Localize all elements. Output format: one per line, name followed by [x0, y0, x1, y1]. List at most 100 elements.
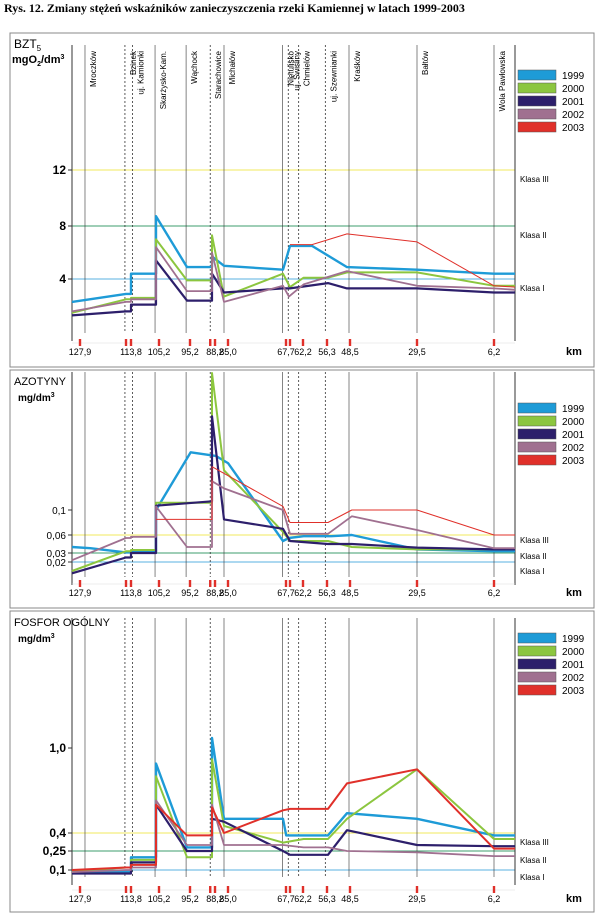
x-tick-mark	[301, 886, 305, 893]
legend-swatch	[517, 645, 557, 657]
y-axis-label: mg/dm3	[18, 633, 55, 645]
series-line-2003	[290, 233, 516, 288]
panel-frame	[9, 610, 595, 913]
station-label: uj. Szewnianki	[329, 51, 338, 102]
x-tick-label: 56,3	[318, 588, 336, 598]
x-tick-label: 67,7	[277, 347, 295, 357]
station-label: Starachowice	[214, 50, 223, 99]
x-tick-mark	[415, 886, 419, 893]
legend-swatch	[517, 441, 557, 453]
x-tick-label: 95,2	[181, 347, 199, 357]
x-tick-mark	[213, 339, 217, 346]
station-label: Chmielów	[303, 51, 312, 86]
x-tick-mark	[78, 886, 82, 893]
legend-label: 2000	[562, 417, 585, 428]
x-tick-mark	[492, 580, 496, 587]
legend-label: 2002	[562, 673, 585, 684]
legend-label: 2001	[562, 660, 585, 671]
station-label: Nietulisko	[286, 50, 295, 85]
figure-title: Rys. 12. Zmiany stężeń wskaźników zaniec…	[4, 1, 465, 15]
legend-swatch	[517, 82, 557, 94]
x-tick-label: 95,2	[181, 588, 199, 598]
x-tick-label: 127,9	[69, 894, 92, 904]
series-line-2000	[71, 234, 515, 314]
x-tick-label: 105,2	[148, 894, 171, 904]
legend-label: 2001	[562, 97, 585, 108]
chart-title: AZOTYNY	[14, 376, 67, 388]
legend: 1999 2000 2001 2002 2003	[517, 69, 585, 134]
legend-swatch	[517, 69, 557, 81]
x-axis-label: km	[566, 346, 582, 358]
y-tick-label: 1,0	[49, 741, 66, 755]
legend-label: 2000	[562, 84, 585, 95]
y-tick-label: 0,02	[47, 558, 67, 569]
x-tick-mark	[325, 886, 329, 893]
x-tick-label: 88,2	[206, 588, 224, 598]
class-label: Klasa II	[520, 231, 547, 240]
x-tick-mark	[325, 580, 329, 587]
legend-label: 2000	[562, 647, 585, 658]
x-tick-mark	[213, 886, 217, 893]
station-label: Mroczków	[89, 51, 98, 87]
y-tick-label: 0,25	[43, 844, 67, 858]
x-axis-label: km	[566, 587, 582, 599]
x-tick-mark	[78, 339, 82, 346]
x-axis-label: km	[566, 893, 582, 905]
class-label: Klasa II	[520, 552, 547, 561]
class-label: Klasa I	[520, 567, 544, 576]
station-label: Bzinek	[129, 50, 138, 75]
y-tick-label: 4	[59, 272, 66, 286]
legend-swatch	[517, 121, 557, 133]
legend-swatch	[517, 454, 557, 466]
legend-swatch	[517, 402, 557, 414]
x-tick-label: 29,5	[408, 588, 426, 598]
y-tick-label: 0,1	[49, 863, 66, 877]
legend-label: 1999	[562, 404, 585, 415]
x-tick-label: 113,8	[120, 588, 142, 598]
class-label: Klasa I	[520, 873, 544, 882]
series-line-2002	[71, 246, 516, 313]
x-tick-mark	[209, 580, 212, 587]
y-axis-label: mg/dm3	[18, 392, 55, 404]
legend-swatch	[517, 684, 557, 696]
station-label: uj. Świśliny	[292, 51, 301, 91]
x-tick-mark	[129, 886, 133, 893]
x-tick-label: 62,2	[294, 894, 312, 904]
class-label: Klasa I	[520, 284, 544, 293]
x-tick-mark	[284, 339, 288, 346]
panel-frame	[9, 32, 595, 368]
x-tick-label: 62,2	[294, 588, 312, 598]
legend-swatch	[517, 415, 557, 427]
x-tick-mark	[209, 886, 212, 893]
x-tick-mark	[213, 580, 217, 587]
x-tick-mark	[124, 886, 128, 893]
x-tick-mark	[78, 580, 82, 587]
x-tick-mark	[129, 580, 133, 587]
x-tick-label: 67,7	[277, 894, 295, 904]
x-tick-label: 127,9	[69, 347, 92, 357]
y-tick-label: 0,03	[47, 549, 67, 560]
x-tick-label: 105,2	[148, 347, 171, 357]
y-tick-label: 0,1	[52, 506, 66, 517]
series-line-2003	[156, 466, 515, 536]
legend-label: 2003	[562, 123, 585, 134]
x-tick-label: 56,3	[318, 347, 336, 357]
x-tick-label: 48,5	[341, 588, 359, 598]
x-tick-label: 67,7	[277, 588, 295, 598]
series-line-2001	[71, 415, 515, 575]
legend-label: 2002	[562, 443, 585, 454]
x-tick-mark	[288, 580, 292, 587]
x-tick-label: 88,2	[206, 347, 224, 357]
series-line-2003	[71, 768, 515, 871]
y-tick-label: 0,4	[49, 826, 66, 840]
x-tick-mark	[188, 886, 192, 893]
x-tick-mark	[284, 886, 288, 893]
legend-swatch	[517, 108, 557, 120]
station-label: Wola Pawłowska	[498, 50, 507, 111]
class-label: Klasa III	[520, 536, 549, 545]
legend: 1999 2000 2001 2002 2003	[517, 402, 585, 467]
station-label: Wąchock	[190, 50, 199, 84]
x-tick-label: 85,0	[219, 894, 237, 904]
chart-panel-2: 0,020,03 0,06 0,1 127,9 113,8 105,2 95,2 88,285…	[9, 369, 595, 609]
